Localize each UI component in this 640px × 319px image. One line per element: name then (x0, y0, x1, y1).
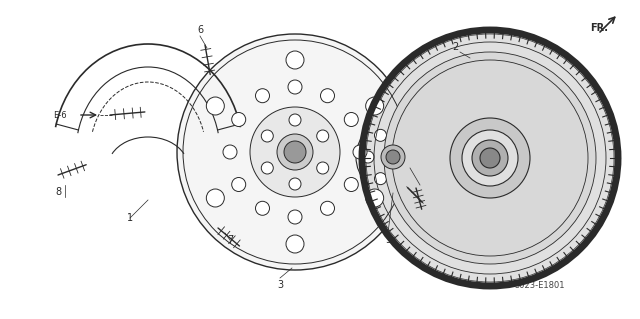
Circle shape (277, 134, 313, 170)
Text: 5: 5 (385, 235, 391, 245)
Text: 7: 7 (227, 235, 233, 245)
Circle shape (232, 177, 246, 191)
Circle shape (250, 107, 340, 197)
Circle shape (289, 178, 301, 190)
Circle shape (289, 114, 301, 126)
Circle shape (412, 151, 424, 163)
Circle shape (261, 162, 273, 174)
Circle shape (365, 97, 383, 115)
Text: 5023-E1801: 5023-E1801 (515, 280, 565, 290)
Circle shape (288, 80, 302, 94)
Circle shape (353, 145, 367, 159)
Circle shape (206, 189, 225, 207)
Circle shape (381, 145, 405, 169)
Circle shape (206, 97, 225, 115)
Circle shape (374, 129, 387, 141)
Circle shape (462, 130, 518, 186)
Circle shape (261, 130, 273, 142)
Circle shape (450, 118, 530, 198)
Circle shape (384, 52, 596, 264)
Circle shape (356, 120, 430, 194)
Circle shape (255, 201, 269, 215)
Text: FR.: FR. (590, 23, 608, 33)
Text: 3: 3 (277, 280, 283, 290)
Circle shape (317, 130, 329, 142)
Circle shape (255, 89, 269, 103)
Circle shape (286, 235, 304, 253)
Circle shape (399, 173, 412, 185)
Circle shape (177, 34, 413, 270)
Circle shape (480, 148, 500, 168)
Circle shape (321, 201, 335, 215)
Circle shape (288, 210, 302, 224)
Text: 2: 2 (452, 42, 458, 52)
Circle shape (232, 113, 246, 127)
Circle shape (362, 30, 618, 286)
Circle shape (374, 173, 387, 185)
Text: 6: 6 (197, 25, 203, 35)
Circle shape (386, 150, 400, 164)
Circle shape (223, 145, 237, 159)
Circle shape (362, 151, 374, 163)
Text: 4: 4 (417, 177, 423, 187)
Text: E-6: E-6 (53, 110, 67, 120)
Circle shape (366, 34, 614, 282)
Circle shape (365, 189, 383, 207)
Circle shape (284, 141, 306, 163)
Circle shape (344, 177, 358, 191)
Circle shape (472, 140, 508, 176)
Circle shape (399, 129, 412, 141)
Circle shape (286, 51, 304, 69)
Text: 1: 1 (127, 213, 133, 223)
Circle shape (317, 162, 329, 174)
Circle shape (321, 89, 335, 103)
Text: 8: 8 (55, 187, 61, 197)
Circle shape (344, 113, 358, 127)
